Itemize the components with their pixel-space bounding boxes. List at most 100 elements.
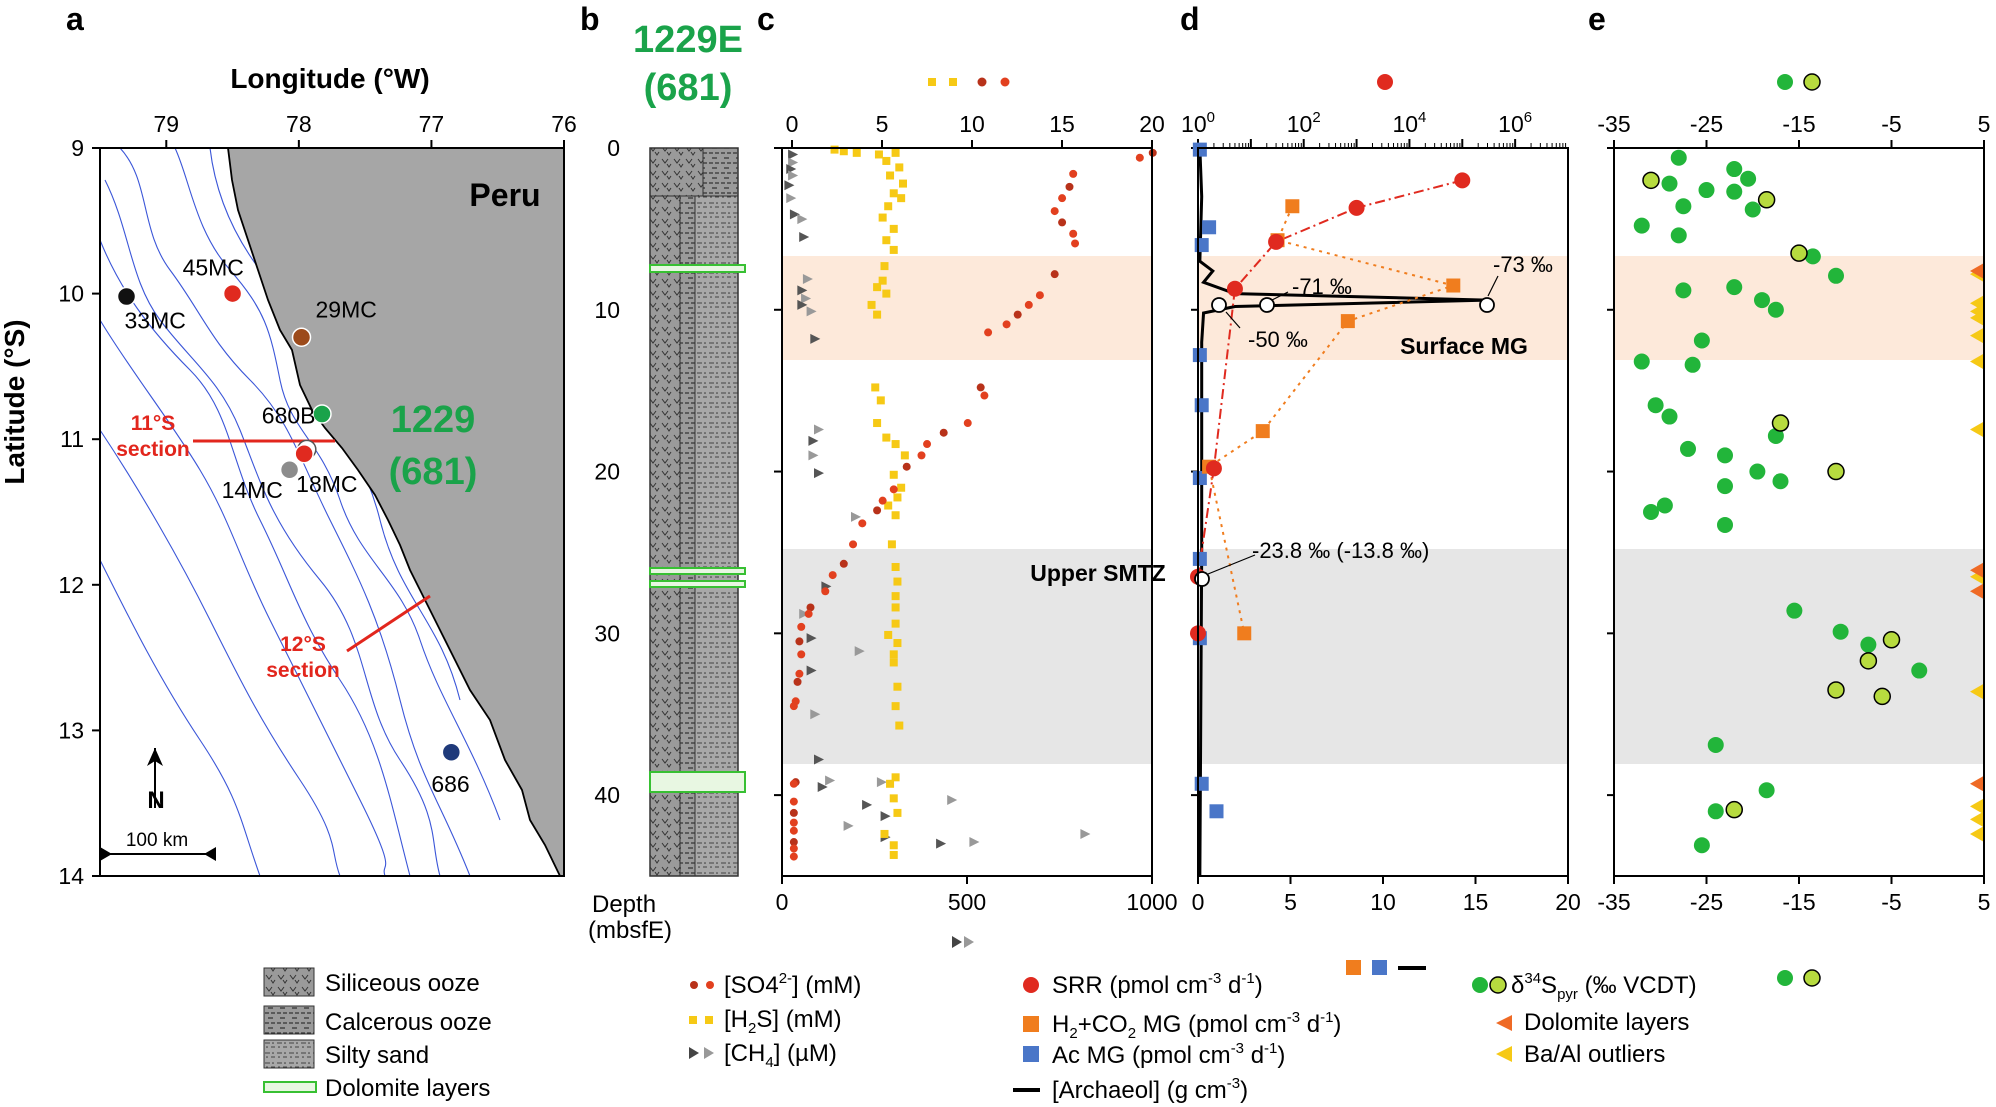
map-lon-tick-label: 79 [153, 111, 179, 137]
h2s-point [873, 310, 882, 319]
pyr-point [1670, 149, 1687, 166]
contour-line [99, 239, 411, 877]
depth-tick-label: 0 [607, 135, 620, 161]
panel-label-c: c [757, 1, 775, 37]
h2s-point [895, 163, 904, 172]
pyr-point [1786, 602, 1803, 619]
panel-d: 100 102 104 106 0 5 10 15 20 -71 ‰ -73 ‰ -50 ‰ … [1181, 74, 1581, 975]
isotope-markers: -71 ‰ -73 ‰ -50 ‰ -23.8 ‰ (-13.8 ‰) [1194, 252, 1553, 587]
pyr-point [1693, 332, 1710, 349]
ac-point [1194, 238, 1209, 253]
so4-point [917, 451, 926, 460]
so4-point [793, 677, 802, 686]
ch4-point [808, 450, 819, 461]
key-pyr-light-dot [1803, 73, 1821, 91]
pyr-point [1754, 292, 1770, 309]
panel-label-e: e [1588, 1, 1606, 37]
pyr-light-point [1790, 244, 1808, 262]
baal-point [1970, 811, 1984, 828]
h2s-point [893, 639, 902, 648]
dolomite-layer-26m [649, 567, 746, 575]
h2co2-point [1285, 199, 1300, 214]
ch4-point [814, 754, 824, 765]
legend-ac-label: Ac MG (pmol cm-3 d-1) [1052, 1040, 1285, 1069]
panel-e: -35 -25 -15 -5 5 -35 -25 -15 -5 5 [1597, 73, 1991, 987]
srr-point [1454, 172, 1471, 189]
axis-tick-label: 0 [1192, 889, 1205, 915]
site-label-1229: 1229 [391, 399, 476, 441]
axis-tick-label: 10 [1370, 889, 1396, 915]
axis-tick-label: -15 [1782, 111, 1815, 137]
pyr-light-point [1771, 414, 1790, 432]
station-marker [222, 283, 243, 304]
axis-tick-label: 102 [1287, 109, 1321, 137]
h2s-point [893, 577, 902, 586]
h2co2-point [1255, 424, 1270, 439]
panel-c-top-key [928, 77, 1010, 87]
annotation-73: -73 ‰ [1493, 252, 1553, 277]
panel-e-bottom-axis: -35 -25 -15 -5 5 [1597, 876, 1990, 915]
h2s-point [889, 189, 898, 198]
so4-series [789, 148, 1157, 861]
so4-point [976, 383, 985, 392]
ch4-point [843, 820, 854, 831]
so4-point [795, 669, 804, 678]
smtz-band-e [1614, 549, 1984, 764]
ch4-point [876, 777, 887, 788]
so4-point [789, 702, 798, 711]
legend-dolomite-label-e: Dolomite layers [1524, 1009, 1689, 1036]
h2s-point [830, 145, 839, 154]
legend-panel-d: SRR (pmol cm-3 d-1) H2+CO2 MG (pmol cm-3… [1013, 970, 1341, 1104]
pyr-point [1670, 227, 1687, 244]
legend-h2s-label: [H2S] (mM) [724, 1006, 842, 1037]
map-stations: 45MC 33MC 29MC 680B 14MC 18MC 686 [116, 255, 470, 797]
h2s-point [882, 289, 891, 298]
station-label: 45MC [183, 255, 244, 281]
site-1229-marker [312, 404, 332, 424]
north-arrow: N [147, 748, 165, 814]
axis-tick-label: 5 [1978, 111, 1991, 137]
so4-point [1050, 270, 1059, 279]
station-label: 29MC [316, 296, 377, 322]
axis-tick-label: 5 [876, 111, 889, 137]
h2s-point [889, 658, 898, 667]
legend-silty-swatch [263, 1039, 315, 1069]
h2s-point [899, 179, 907, 188]
h2s-point [891, 563, 900, 572]
pyr-point [1698, 182, 1715, 199]
pyr-point [1693, 837, 1710, 854]
smtz-label: Upper SMTZ [1030, 560, 1165, 586]
pyr-point [1726, 279, 1743, 296]
ch4-point [797, 299, 808, 310]
h2s-point [884, 202, 893, 211]
ch4-point [806, 306, 817, 317]
key-srr-dot [1377, 74, 1393, 90]
legend-so4-dot [690, 981, 698, 989]
pyr-point [1717, 516, 1733, 533]
h2s-point [852, 148, 861, 157]
so4-point [789, 808, 798, 817]
ch4-point [788, 170, 799, 181]
pyr-point [1675, 198, 1692, 215]
key-ch4-triangle [952, 936, 962, 948]
map-latitude-title: Latitude (°S) [0, 319, 30, 484]
so4-point [923, 440, 932, 449]
pyr-point [1828, 267, 1844, 284]
key-h2s-square [928, 78, 936, 86]
axis-tick-label: -5 [1881, 111, 1901, 137]
pyr-point [1656, 497, 1673, 514]
panel-c-frame [781, 147, 1153, 877]
h2s-point [895, 721, 904, 730]
legend-ch4-triangle [704, 1047, 714, 1059]
pyr-light-point [1827, 681, 1845, 699]
ch4-point [1080, 828, 1091, 839]
section-12s-label: 12°S [280, 633, 326, 656]
panel-label-b: b [580, 1, 600, 37]
h2s-point [891, 511, 900, 520]
legend-calcareous-swatch [263, 1005, 315, 1035]
surface-mg-band-c [782, 256, 1152, 360]
depth-tick-label: 30 [594, 620, 620, 646]
dolomite-point [1970, 562, 1984, 579]
so4-point [795, 637, 804, 646]
legend-lithology: Siliceous ooze Calcerous ooze Silty sand… [263, 967, 492, 1102]
